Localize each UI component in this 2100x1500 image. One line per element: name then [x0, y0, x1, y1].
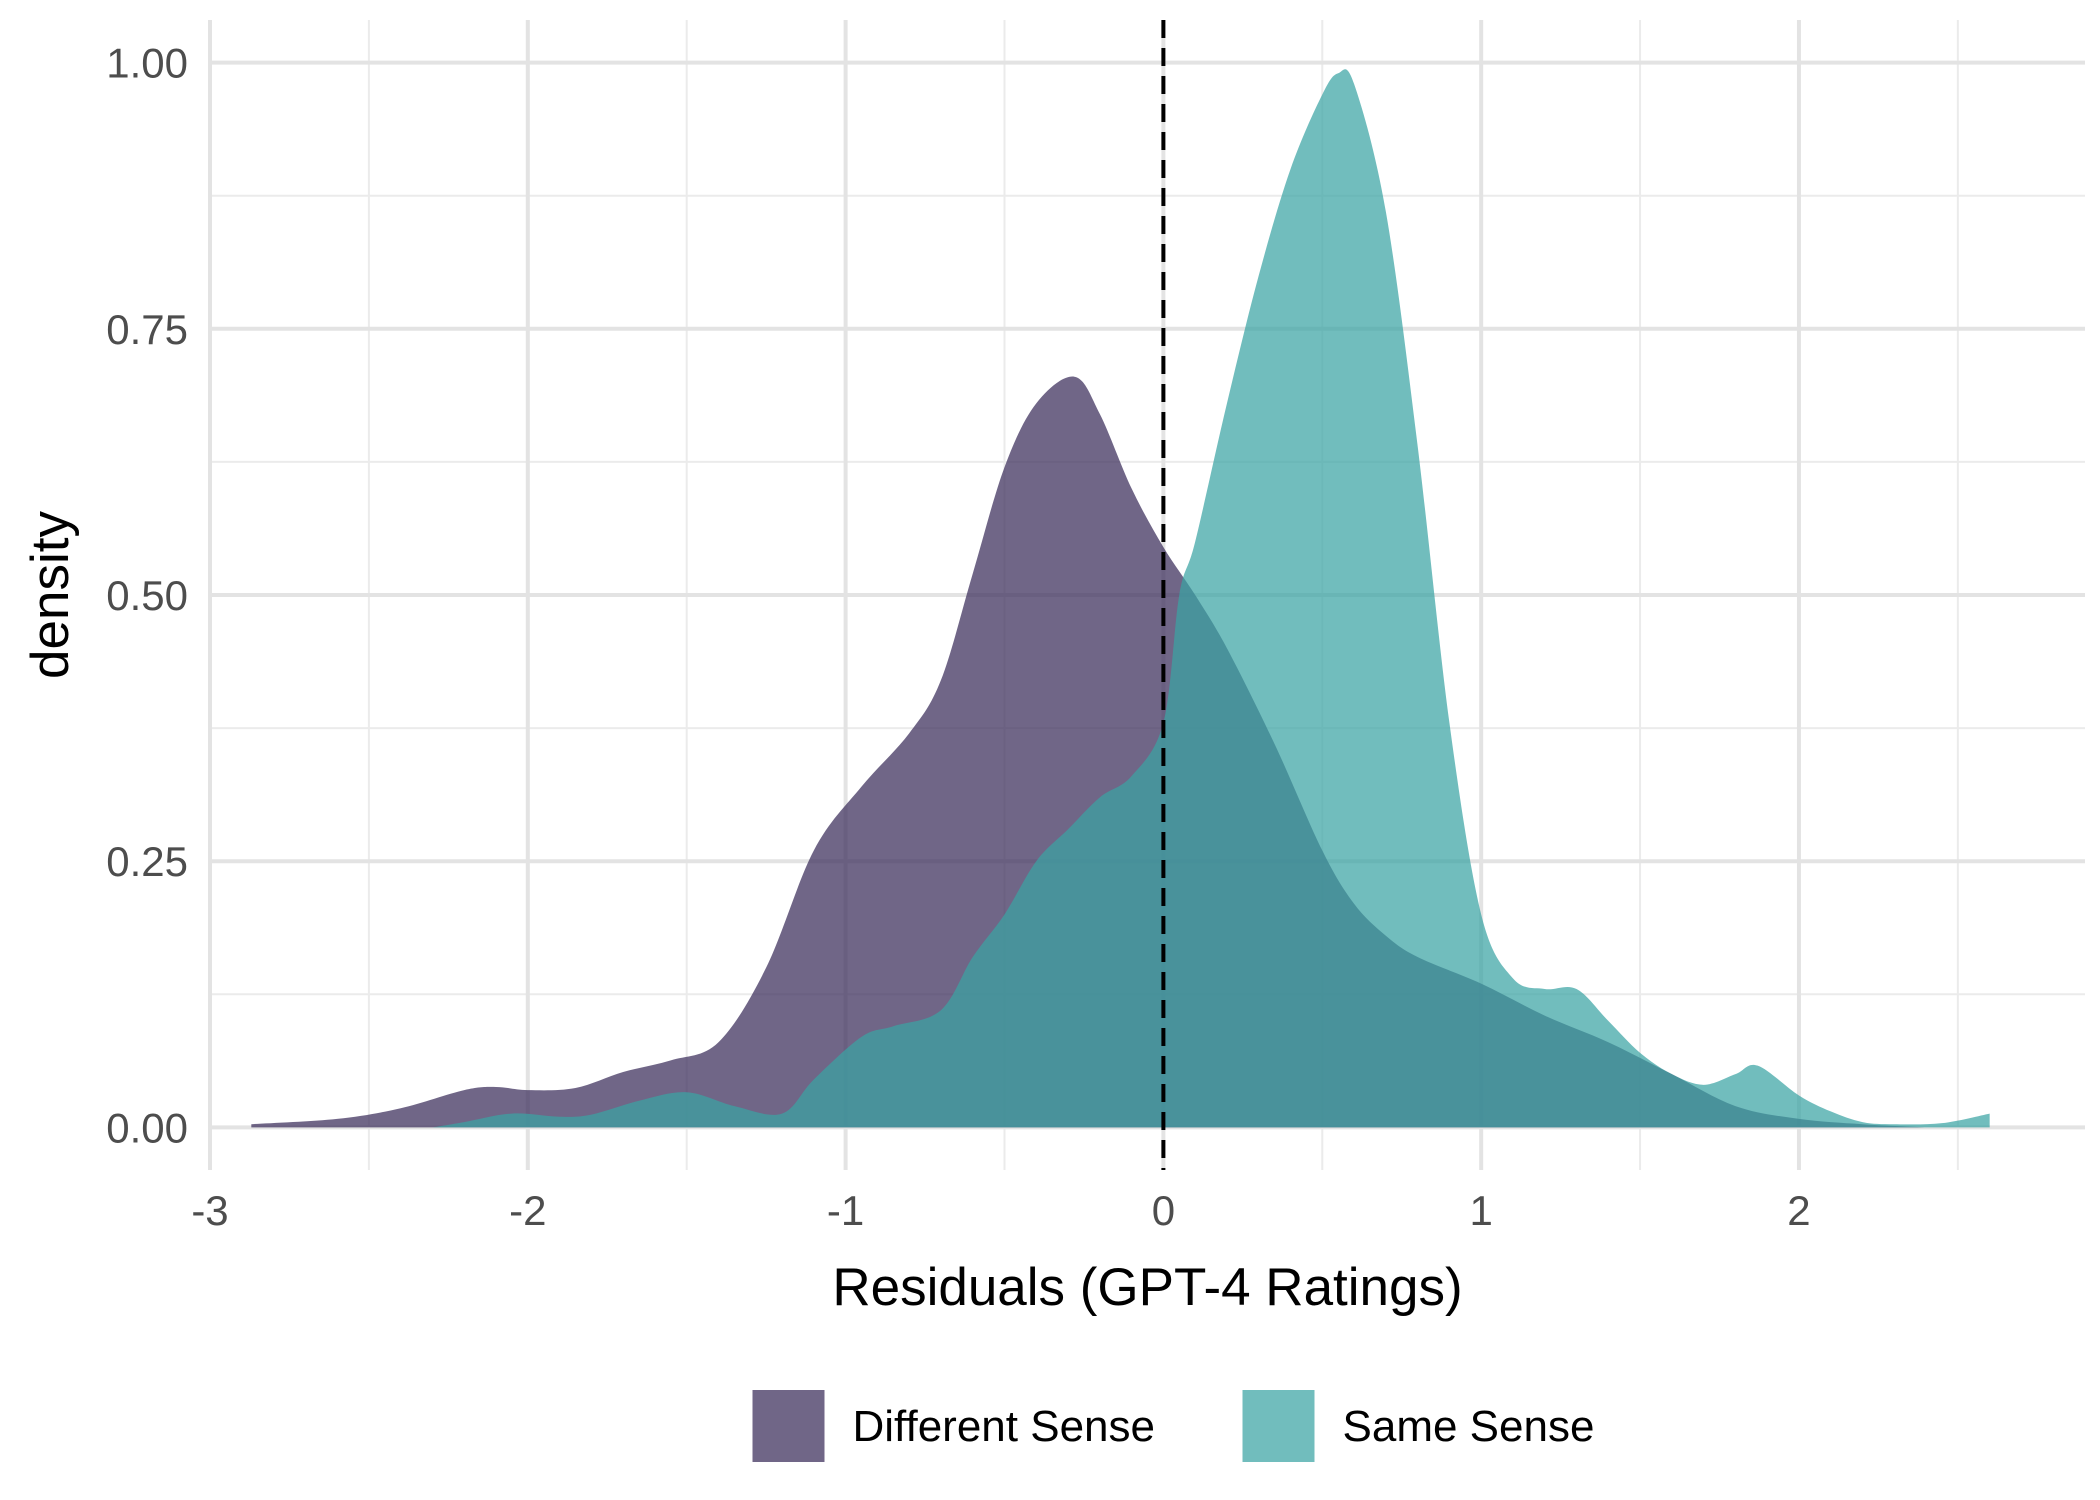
x-tick-label: -1	[827, 1187, 864, 1234]
density-area-different-sense	[251, 376, 1927, 1128]
x-tick-label: 0	[1152, 1187, 1175, 1234]
x-tick-label: -3	[191, 1187, 228, 1234]
legend-label-different-sense: Different Sense	[853, 1402, 1155, 1451]
x-tick-label: -2	[509, 1187, 546, 1234]
legend: Different Sense Same Sense	[752, 1390, 1595, 1462]
y-axis-title: density	[21, 511, 80, 679]
x-tick-labels: -3 -2 -1 0 1 2	[191, 1187, 1810, 1234]
y-tick-label: 0.75	[106, 306, 188, 353]
x-tick-label: 1	[1470, 1187, 1493, 1234]
y-tick-label: 0.50	[106, 572, 188, 619]
legend-label-same-sense: Same Sense	[1343, 1402, 1595, 1451]
y-tick-label: 1.00	[106, 40, 188, 87]
x-tick-label: 2	[1787, 1187, 1810, 1234]
y-tick-labels: 0.00 0.25 0.50 0.75 1.00	[106, 40, 188, 1152]
density-area-same-sense	[432, 69, 1990, 1128]
y-tick-label: 0.25	[106, 838, 188, 885]
y-tick-label: 0.00	[106, 1104, 188, 1151]
density-areas	[251, 69, 1990, 1128]
legend-swatch-different-sense	[752, 1390, 825, 1462]
legend-swatch-same-sense	[1242, 1390, 1315, 1462]
x-axis-title: Residuals (GPT-4 Ratings)	[832, 1258, 1462, 1317]
